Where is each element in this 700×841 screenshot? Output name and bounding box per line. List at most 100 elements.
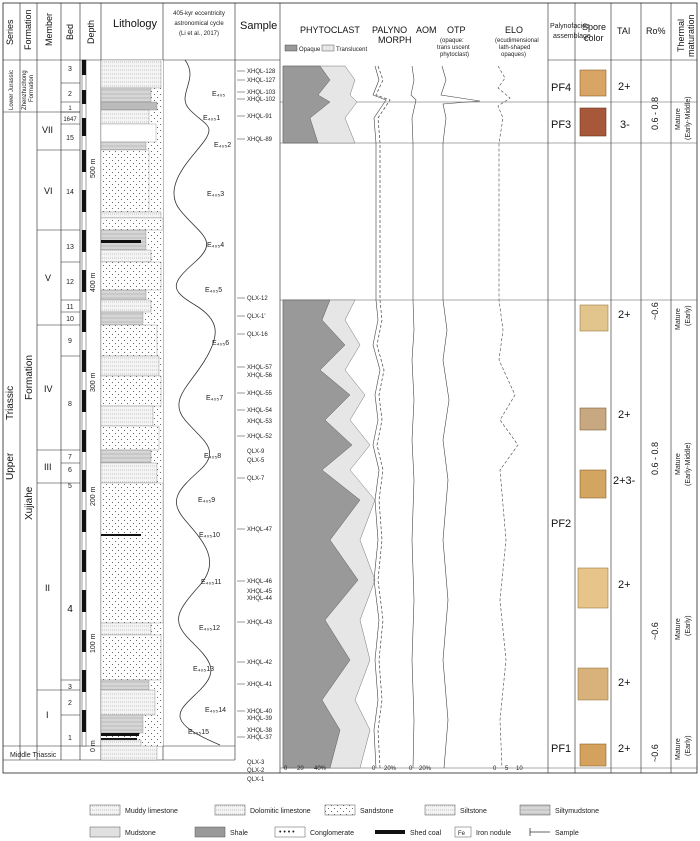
formation-zhenzhuchong-2: Formation bbox=[29, 75, 35, 102]
elo-curve bbox=[497, 65, 519, 769]
ro-value: ~0.6 bbox=[650, 744, 660, 762]
legend-label: Sample bbox=[555, 830, 579, 837]
unit-boundaries bbox=[3, 82, 235, 747]
member-iii: III bbox=[44, 462, 52, 472]
cycle-label: E₄₀₅5 bbox=[205, 287, 222, 294]
bed: 3 bbox=[68, 684, 72, 691]
tai-value: 2+ bbox=[618, 743, 631, 755]
sample-label: XHQL-44 bbox=[247, 596, 273, 602]
spore-sample bbox=[577, 567, 609, 609]
cycle-label: E₄₀₅6 bbox=[212, 340, 229, 347]
thermal-value: Mature bbox=[675, 453, 682, 475]
legend-label: Shed coal bbox=[410, 830, 442, 837]
bed: 15 bbox=[66, 135, 74, 142]
header-eccentricity-2: astronomical cycle bbox=[174, 21, 224, 27]
series-triassic: Triassic bbox=[5, 386, 16, 420]
header-row: Series Formation Member Bed Depth Lithol… bbox=[5, 9, 696, 58]
header-elo-sub-3: opaques) bbox=[501, 52, 526, 58]
spore-sample bbox=[579, 407, 607, 431]
spore-sample bbox=[579, 107, 607, 137]
tai-value: 2+ bbox=[618, 81, 631, 93]
bed: 1 bbox=[68, 106, 72, 112]
header-formation: Formation bbox=[23, 9, 33, 50]
thermal-value: (Early-Middle) bbox=[685, 96, 692, 140]
spore-sample bbox=[579, 304, 609, 332]
sample-label: QLX-7 bbox=[247, 476, 265, 482]
cycle-label: E₄₀₅14 bbox=[205, 707, 226, 714]
depth-label: 500 m bbox=[90, 158, 97, 178]
depth-label: 300 m bbox=[90, 372, 97, 392]
sample-label: XHQL-55 bbox=[247, 391, 273, 397]
cycle-label: E₄₀₅3 bbox=[207, 191, 224, 198]
member-v: V bbox=[45, 273, 51, 283]
header-palynomorph-1: PALYNO bbox=[372, 25, 407, 35]
plot-axes: 0 20 40% 0 20% 0 20% 0 5 10 bbox=[284, 766, 523, 772]
legend-label: Iron nodule bbox=[476, 830, 511, 837]
sample-label: XHQL-41 bbox=[247, 682, 273, 688]
bed: 2 bbox=[68, 91, 72, 98]
sample-label: XHQL-89 bbox=[247, 137, 273, 143]
header-tai: TAI bbox=[617, 26, 630, 36]
axis-tick: 20% bbox=[384, 766, 397, 772]
svg-text:Fe: Fe bbox=[458, 831, 466, 837]
formation-zhenzhuchong: Zhenzhuchong bbox=[22, 70, 28, 110]
bed: 1647 bbox=[63, 117, 77, 123]
tai-value: 3- bbox=[620, 119, 630, 131]
cycle-label: E₄₀₅15 bbox=[188, 729, 209, 736]
tai-value: 2+ bbox=[618, 309, 631, 321]
spore-sample bbox=[579, 743, 607, 767]
sample-label: QLX-1' bbox=[247, 314, 266, 320]
legend-label: Sandstone bbox=[360, 808, 394, 815]
bed: 13 bbox=[66, 244, 74, 251]
sample-label: XHQL-57 bbox=[247, 365, 273, 371]
sample-label: XHQL-40 bbox=[247, 709, 273, 715]
spore-images bbox=[577, 69, 609, 767]
frame bbox=[2, 2, 698, 774]
header-otp-sub-1: (opaque: bbox=[440, 38, 464, 44]
ro-value: ~0.6 bbox=[650, 302, 660, 320]
header-lithology: Lithology bbox=[113, 18, 158, 30]
tai-value: 2+ bbox=[618, 409, 631, 421]
members: VII VI V IV III II I bbox=[42, 125, 53, 720]
header-elo-sub-1: (ecudimensional bbox=[495, 38, 539, 44]
lithology-column bbox=[100, 59, 164, 761]
header-otp-sub-2: trans uscent bbox=[437, 45, 470, 51]
sample-label: QLX-12 bbox=[247, 296, 268, 302]
axis-tick: 0 bbox=[409, 766, 413, 772]
member-vii: VII bbox=[42, 125, 53, 135]
thermal-value: Mature bbox=[675, 108, 682, 130]
thermal-value: (Early) bbox=[685, 305, 692, 326]
thermal-values: Mature (Early-Middle) Mature (Early) Mat… bbox=[675, 96, 692, 760]
member-iv: IV bbox=[44, 384, 53, 394]
legend-label: Siltymudstone bbox=[555, 808, 599, 815]
series-lower-jurassic: Lower Jurassic bbox=[9, 70, 15, 110]
ro-value: ~0.6 bbox=[650, 622, 660, 640]
header-eccentricity-1: 405-kyr eccentricity bbox=[173, 11, 225, 17]
legend-label: Shale bbox=[230, 830, 248, 837]
header-phytoclast: PHYTOCLAST bbox=[300, 25, 360, 35]
depth-label: 400 m bbox=[90, 272, 97, 292]
cycle-label: E₄₀₅10 bbox=[199, 532, 220, 539]
cycle-label: E₄₀₅12 bbox=[199, 625, 220, 632]
cycle-label: E₄₀₅13 bbox=[193, 666, 214, 673]
spore-sample bbox=[579, 69, 607, 97]
tai-value: 2+3- bbox=[613, 475, 636, 487]
sample-label: XHQL-46 bbox=[247, 579, 273, 585]
sample-label: XHQL-43 bbox=[247, 620, 273, 626]
sample-ticks bbox=[237, 70, 245, 738]
formation-formation: Formation bbox=[24, 355, 35, 400]
cycle-label: E₄₀₅7 bbox=[206, 395, 223, 402]
header-bed: Bed bbox=[65, 24, 75, 40]
header-palynomorph-2: MORPH bbox=[378, 35, 412, 45]
thermal-value: Mature bbox=[675, 738, 682, 760]
header-elo-sub-2: lath-shaped bbox=[499, 45, 530, 51]
thermal-value: Mature bbox=[675, 308, 682, 330]
header-depth: Depth bbox=[86, 20, 96, 44]
header-palynofacies-2: assemblage bbox=[553, 33, 591, 40]
legend-label: Dolomitic limestone bbox=[250, 808, 311, 815]
series-upper: Upper bbox=[5, 452, 16, 480]
legend: Muddy limestone Dolomitic limestone Sand… bbox=[89, 804, 599, 838]
spore-sample bbox=[577, 667, 609, 701]
thermal-value: Mature bbox=[675, 618, 682, 640]
cycle-label: E₄₀₅11 bbox=[201, 579, 222, 586]
